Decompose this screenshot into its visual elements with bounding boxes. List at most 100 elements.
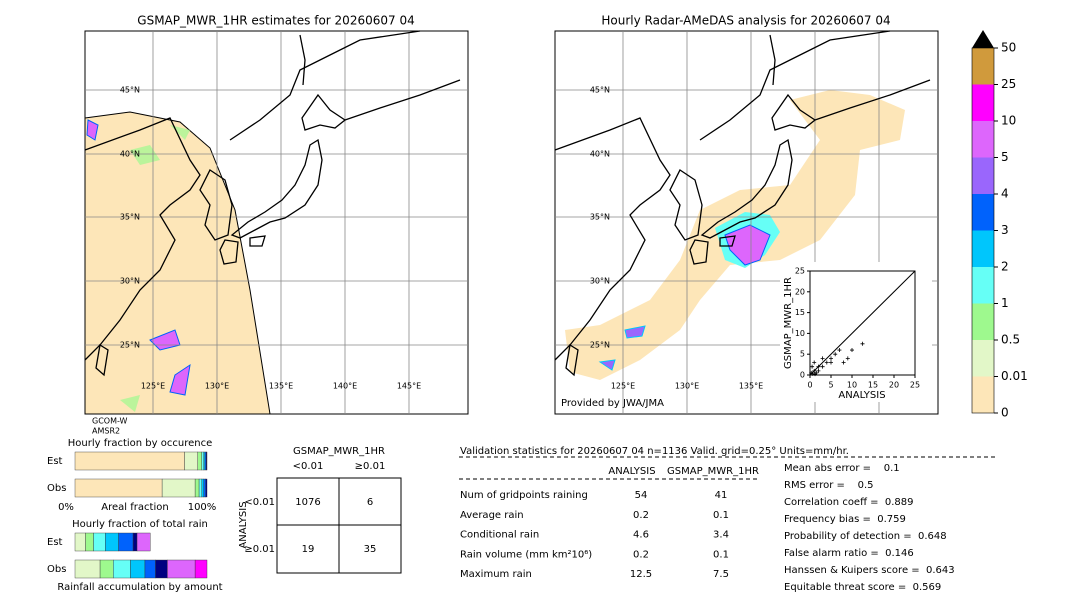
point <box>812 368 817 373</box>
cell: 19 <box>302 544 315 555</box>
bar-segment <box>74 451 185 471</box>
rain-area <box>724 224 771 266</box>
bar-segment <box>161 478 196 498</box>
y-tick-label: 15 <box>795 308 805 317</box>
colorbar-label: 2 <box>1001 260 1009 274</box>
bar-segment <box>113 559 131 579</box>
colorbar-segment <box>972 267 994 304</box>
bar-segment <box>197 451 202 471</box>
panel-title: Hourly fraction of total rain <box>72 519 208 530</box>
bar-segment <box>194 559 208 579</box>
credit: Provided by JWA/JMA <box>561 398 664 409</box>
point <box>850 348 854 353</box>
bar-segment <box>99 559 114 579</box>
lat-label: 45°N <box>120 86 140 95</box>
point <box>808 373 812 377</box>
cell: 41 <box>715 490 728 501</box>
x-tick-label: 20 <box>889 381 899 390</box>
cell: 54 <box>635 490 648 501</box>
colorbar-segment <box>972 340 994 377</box>
score: Correlation coeff = 0.889 <box>784 497 914 508</box>
point <box>829 356 833 361</box>
cell: 0.1 <box>713 549 729 560</box>
score: Mean abs error = 0.1 <box>784 463 900 474</box>
cell: 1076 <box>295 497 320 508</box>
x-tick-label: 0 <box>807 381 812 390</box>
x-tick-label: 25 <box>910 381 920 390</box>
table-title: GSMAP_MWR_1HR <box>293 446 385 457</box>
point <box>833 352 838 357</box>
bar-segment <box>130 559 146 579</box>
score: False alarm ratio = 0.146 <box>784 548 914 559</box>
point <box>820 364 825 369</box>
lat-label: 25°N <box>590 341 610 350</box>
score: RMS error = 0.5 <box>784 480 874 491</box>
bar-segment <box>198 478 202 498</box>
row-label: ≥0.01 <box>244 544 275 555</box>
bar-segment <box>144 559 156 579</box>
col-label: GSMAP_MWR_1HR <box>667 466 759 477</box>
diagonal <box>809 270 916 376</box>
cell: 12.5 <box>630 569 652 580</box>
row-label: Obs <box>47 564 66 575</box>
point <box>816 368 821 373</box>
colorbar-label: 5 <box>1001 150 1009 164</box>
lat-label: 30°N <box>120 277 140 286</box>
point <box>813 372 818 377</box>
colorbar-segment <box>972 194 994 231</box>
bar-segment <box>194 478 200 498</box>
y-axis-label: GSMAP_MWR_1HR <box>783 277 794 369</box>
point <box>841 360 846 365</box>
row-label: <0.01 <box>244 497 275 508</box>
tick-label: 100% <box>188 502 217 513</box>
point <box>812 360 817 365</box>
y-tick-label: 0 <box>800 371 805 380</box>
satellite-label: GCOM-W <box>92 417 128 426</box>
score: Equitable threat score = 0.569 <box>784 582 941 593</box>
point <box>837 348 842 353</box>
panel-title: Hourly fraction by occurence <box>68 438 212 449</box>
row-label: Est <box>47 456 63 467</box>
bar-segment <box>85 532 94 552</box>
row-label: Rain volume (mm km²10⁶) <box>460 549 592 560</box>
lon-label: 145°E <box>397 382 421 391</box>
colorbar-label: 4 <box>1001 187 1009 201</box>
lat-label: 40°N <box>590 150 610 159</box>
axis-label: Rainfall accumulation by amount <box>57 582 222 593</box>
bar-segment <box>201 451 204 471</box>
lon-label: 135°E <box>269 382 293 391</box>
bar-segment <box>184 451 198 471</box>
lon-label: 140°E <box>333 382 357 391</box>
cell: 3.4 <box>713 530 729 541</box>
row-label: Average rain <box>460 510 524 521</box>
cell: 0.1 <box>713 510 729 521</box>
x-tick-label: 5 <box>828 381 833 390</box>
bar-segment <box>203 478 206 498</box>
cell: 7.5 <box>713 569 729 580</box>
lon-label: 125°E <box>611 382 635 391</box>
lat-label: 35°N <box>590 213 610 222</box>
bar-segment <box>205 478 208 498</box>
score: Probability of detection = 0.648 <box>784 531 947 542</box>
x-axis-label: ANALYSIS <box>838 390 885 401</box>
colorbar-label: 0 <box>1001 406 1009 420</box>
row-label: Obs <box>47 483 66 494</box>
lat-label: 45°N <box>590 86 610 95</box>
tick-label: 0% <box>58 502 74 513</box>
cell: 0.2 <box>633 549 649 560</box>
lat-label: 40°N <box>120 150 140 159</box>
colorbar-label: 0.01 <box>1001 369 1028 383</box>
score: Frequency bias = 0.759 <box>784 514 906 525</box>
lon-label: 135°E <box>739 382 763 391</box>
bar-segment <box>74 532 86 552</box>
cell: 0.2 <box>633 510 649 521</box>
y-tick-label: 25 <box>795 267 805 276</box>
cell: 4.6 <box>633 530 649 541</box>
bar-segment <box>118 532 134 552</box>
y-tick-label: 5 <box>800 350 805 359</box>
bar-segment <box>132 532 138 552</box>
point <box>824 360 829 365</box>
axis-label: Areal fraction <box>101 502 168 513</box>
lat-label: 35°N <box>120 213 140 222</box>
